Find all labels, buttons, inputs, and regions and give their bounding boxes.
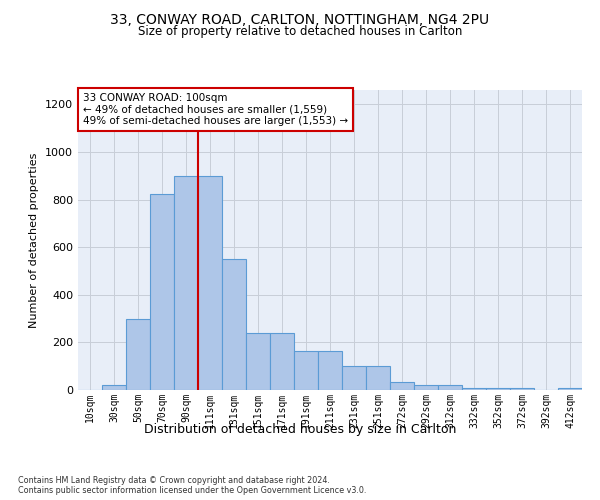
Bar <box>198 176 222 390</box>
Bar <box>342 366 366 390</box>
Bar <box>366 366 390 390</box>
Bar <box>318 350 342 390</box>
Text: Contains HM Land Registry data © Crown copyright and database right 2024.
Contai: Contains HM Land Registry data © Crown c… <box>18 476 367 495</box>
Bar <box>390 382 414 390</box>
Text: 33, CONWAY ROAD, CARLTON, NOTTINGHAM, NG4 2PU: 33, CONWAY ROAD, CARLTON, NOTTINGHAM, NG… <box>110 12 490 26</box>
Bar <box>174 176 198 390</box>
Bar <box>102 385 126 390</box>
Y-axis label: Number of detached properties: Number of detached properties <box>29 152 40 328</box>
Text: Distribution of detached houses by size in Carlton: Distribution of detached houses by size … <box>144 422 456 436</box>
Bar <box>462 388 486 390</box>
Bar <box>270 333 294 390</box>
Text: 33 CONWAY ROAD: 100sqm
← 49% of detached houses are smaller (1,559)
49% of semi-: 33 CONWAY ROAD: 100sqm ← 49% of detached… <box>83 93 348 126</box>
Bar <box>150 194 174 390</box>
Bar <box>222 259 246 390</box>
Bar <box>486 388 510 390</box>
Text: Size of property relative to detached houses in Carlton: Size of property relative to detached ho… <box>138 25 462 38</box>
Bar <box>414 385 438 390</box>
Bar <box>558 388 582 390</box>
Bar <box>246 333 270 390</box>
Bar <box>510 388 534 390</box>
Bar <box>438 385 462 390</box>
Bar <box>126 318 150 390</box>
Bar <box>294 350 318 390</box>
